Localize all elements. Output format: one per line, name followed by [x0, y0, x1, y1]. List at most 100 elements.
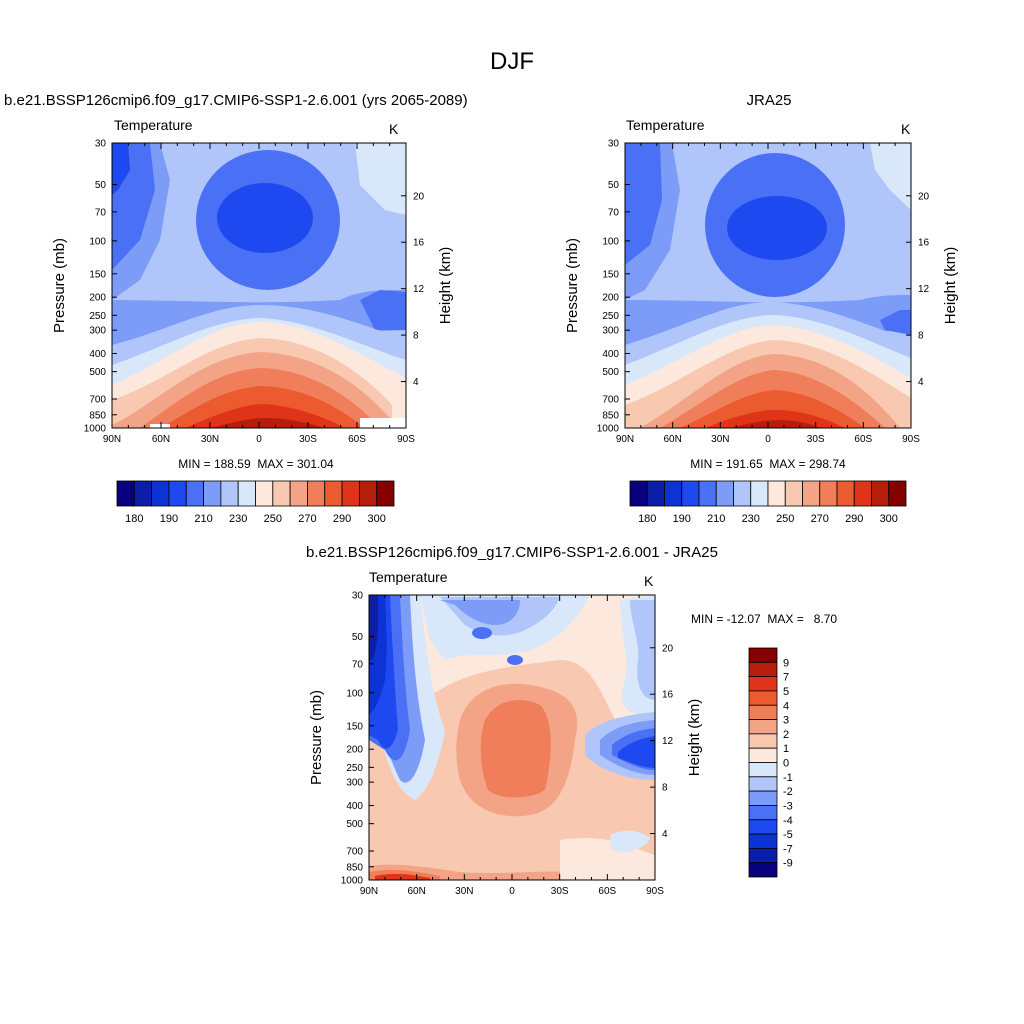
colorbar-swatch	[629, 480, 648, 507]
height-tick-label: 20	[918, 191, 930, 202]
ylabel-left-diff: Pressure (mb)	[308, 690, 325, 785]
colorbar-swatch	[748, 819, 778, 835]
colorbar-swatch	[185, 480, 204, 507]
contour-field-model	[112, 143, 406, 428]
colorbar-swatch	[272, 480, 291, 507]
height-tick-label: 4	[918, 377, 924, 388]
height-tick-label: 12	[918, 284, 930, 295]
colorbar-swatch	[750, 480, 769, 507]
variable-label-obs: Temperature	[626, 117, 705, 133]
colorbar-label: -9	[783, 858, 793, 870]
pressure-tick-label: 250	[89, 311, 106, 322]
height-tick-label: 8	[918, 331, 924, 342]
pressure-tick-label: 50	[608, 180, 620, 191]
colorbars	[116, 480, 907, 878]
colorbar-label: 2	[783, 729, 789, 741]
colorbar-swatch	[168, 480, 187, 507]
colorbar-swatch	[116, 480, 135, 507]
lat-tick-label: 90S	[902, 434, 920, 445]
height-tick-label: 12	[413, 284, 425, 295]
colorbar-swatch	[748, 719, 778, 735]
ylabel-right-obs: Height (km)	[942, 247, 959, 325]
colorbar-label: -3	[783, 800, 793, 812]
colorbar-swatch	[255, 480, 274, 507]
colorbar-label: 180	[125, 513, 143, 525]
minmax-obs: MIN = 191.65 MAX = 298.74	[690, 457, 846, 471]
colorbar-swatch	[836, 480, 855, 507]
colorbar-swatch	[748, 776, 778, 792]
units-label-model: K	[389, 121, 399, 137]
pressure-tick-label: 850	[346, 862, 363, 873]
colorbar-label: 4	[783, 700, 789, 712]
pressure-tick-label: 1000	[597, 424, 620, 435]
pressure-tick-label: 70	[352, 659, 364, 670]
colorbar-swatch	[646, 480, 665, 507]
colorbar-swatch	[888, 480, 907, 507]
colorbar-swatch	[748, 676, 778, 692]
minmax-model: MIN = 188.59 MAX = 301.04	[178, 457, 334, 471]
lat-tick-label: 60N	[407, 886, 425, 897]
pressure-tick-label: 150	[346, 721, 363, 732]
lat-tick-label: 90S	[646, 886, 664, 897]
pressure-tick-label: 300	[89, 326, 106, 337]
lat-tick-label: 90S	[397, 434, 415, 445]
pressure-tick-label: 250	[346, 763, 363, 774]
colorbar-label: 9	[783, 657, 789, 669]
colorbar-label: -2	[783, 786, 793, 798]
colorbar-swatch	[748, 862, 778, 878]
height-tick-label: 16	[413, 238, 425, 249]
colorbar-label: 5	[783, 686, 789, 698]
lat-tick-label: 60N	[663, 434, 681, 445]
colorbar-swatch	[748, 847, 778, 864]
colorbar-swatch	[748, 733, 778, 749]
pressure-tick-label: 400	[346, 801, 363, 812]
pressure-tick-label: 500	[602, 367, 619, 378]
lat-tick-label: 90N	[616, 434, 634, 445]
colorbar-label: 210	[707, 513, 725, 525]
colorbar-swatch	[802, 480, 821, 507]
height-tick-label: 4	[413, 377, 419, 388]
colorbar-label: -4	[783, 815, 793, 827]
colorbar-swatch	[133, 480, 153, 507]
colorbar-label: 7	[783, 672, 789, 684]
pressure-tick-label: 850	[602, 410, 619, 421]
colorbar-label: 300	[368, 513, 386, 525]
lat-tick-label: 30N	[711, 434, 729, 445]
pressure-tick-label: 30	[95, 139, 107, 150]
colorbar-label: 190	[673, 513, 691, 525]
colorbar-label: 1	[783, 743, 789, 755]
colorbar-label: 290	[845, 513, 863, 525]
pressure-tick-label: 70	[95, 207, 107, 218]
pressure-tick-label: 30	[352, 591, 364, 602]
lat-tick-label: 0	[509, 886, 515, 897]
main-title: DJF	[490, 48, 534, 75]
lat-tick-label: 60S	[598, 886, 616, 897]
height-tick-label: 4	[662, 829, 668, 840]
colorbar-swatch	[220, 480, 239, 507]
colorbar-swatch	[715, 480, 734, 507]
colorbar-swatch	[819, 480, 838, 507]
colorbar-swatch	[358, 480, 378, 507]
colorbar-swatch	[748, 661, 778, 678]
panel-title-obs: JRA25	[746, 92, 792, 109]
colorbar-swatch	[307, 480, 326, 507]
pressure-tick-label: 100	[89, 236, 106, 247]
ylabel-right-diff: Height (km)	[686, 699, 703, 777]
axis-labels: 3050701001502002503004005007008501000201…	[51, 139, 959, 898]
colorbar-swatch	[853, 480, 872, 507]
lat-tick-label: 30S	[299, 434, 317, 445]
pressure-tick-label: 300	[346, 778, 363, 789]
pressure-tick-label: 400	[89, 349, 106, 360]
colorbar-swatch	[871, 480, 890, 507]
pressure-tick-label: 150	[89, 269, 106, 280]
lat-tick-label: 60N	[152, 434, 170, 445]
colorbar-label: -5	[783, 829, 793, 841]
lat-tick-label: 0	[765, 434, 771, 445]
colorbar-swatch	[203, 480, 222, 507]
colorbar-swatch	[324, 480, 343, 507]
colorbar-label: 290	[333, 513, 351, 525]
height-tick-label: 20	[662, 643, 674, 654]
lat-tick-label: 90N	[103, 434, 121, 445]
colorbar-label: 250	[264, 513, 282, 525]
colorbar-label: 270	[298, 513, 316, 525]
